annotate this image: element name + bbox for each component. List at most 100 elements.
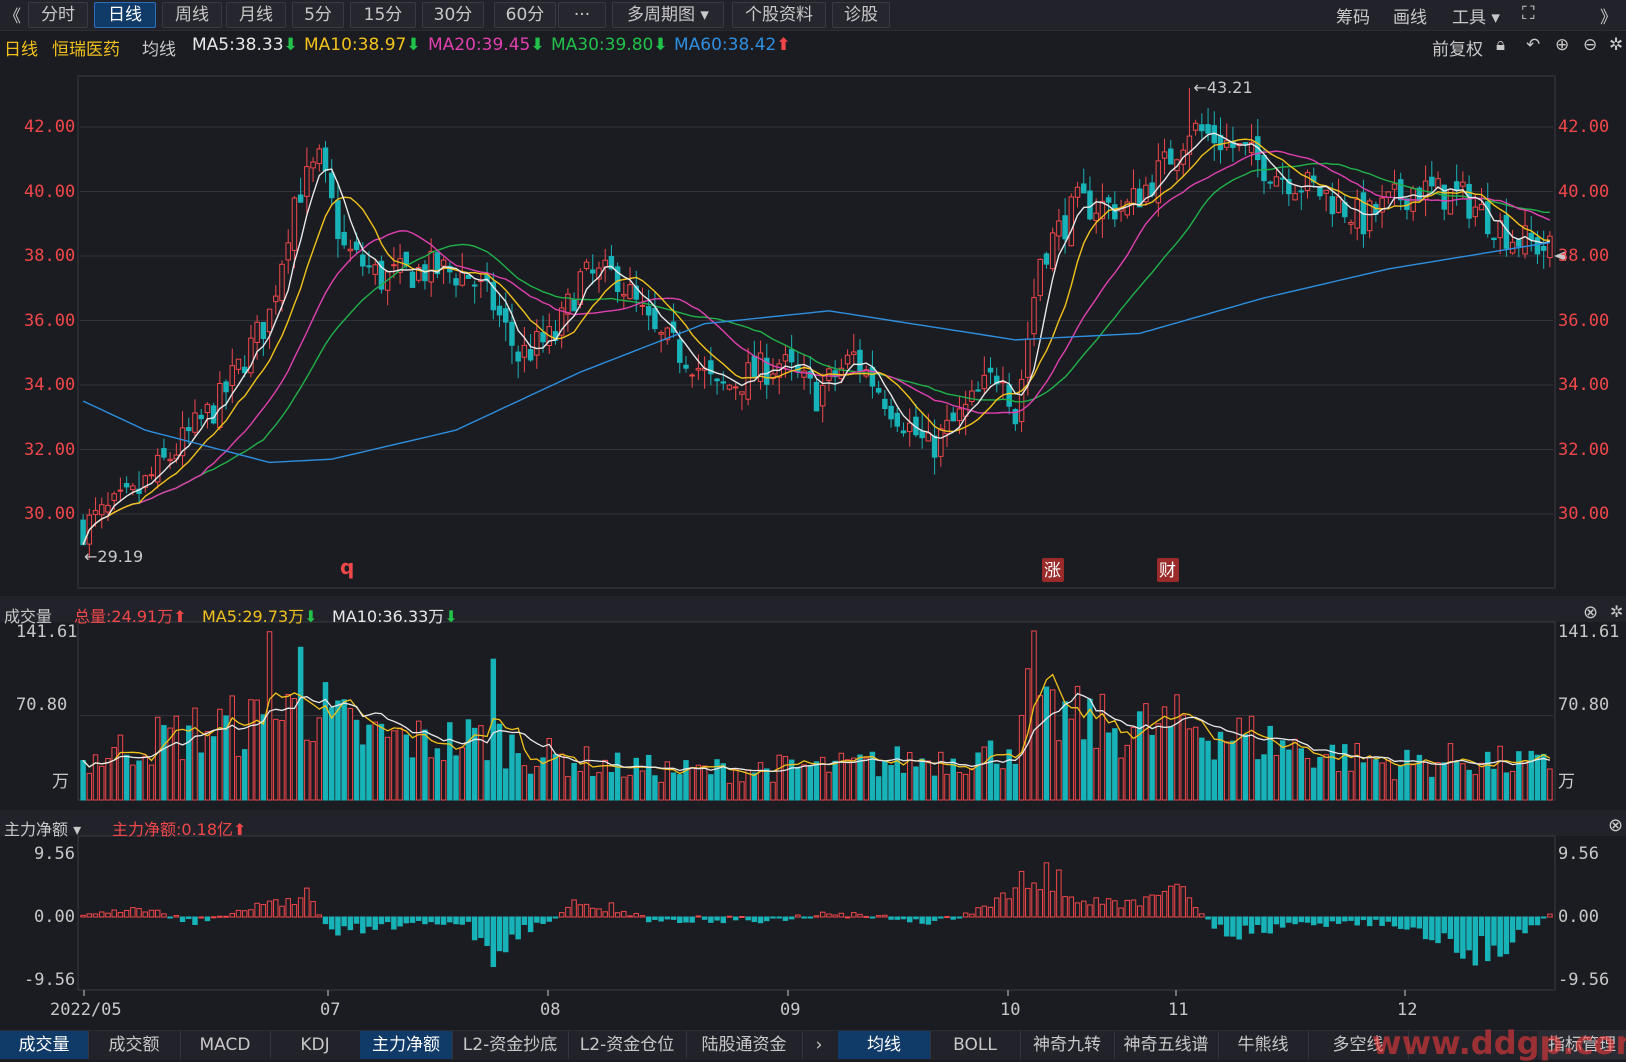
fund-bar [1174,883,1180,918]
tab-period-10[interactable]: 个股资料 [732,2,826,28]
ma-label[interactable]: 均线 [142,40,176,60]
volume-bar [123,754,130,801]
adjust-button[interactable]: 前复权 [1432,40,1483,60]
fund-bar [1472,916,1479,966]
indicator-tab-7[interactable]: 陆股通资金 [686,1031,803,1059]
tab-period-1[interactable]: 日线 [94,2,156,28]
volume-bar [409,757,416,801]
fund-bar [241,910,248,918]
volume-bar [304,739,310,801]
zoom-in-icon[interactable]: ⊕ [1555,35,1570,55]
candle-body [167,458,173,462]
close-fund-pane-icon[interactable]: ⊗ [1608,815,1624,836]
indicator-tab-3[interactable]: KDJ [270,1031,361,1059]
fund-value: 主力净额:0.18亿⬆ [112,820,247,839]
draw-button[interactable]: 画线 [1393,8,1427,28]
scroll-right-icon[interactable]: › [815,1035,823,1055]
indicator-tab-5[interactable]: L2-资金抄底 [452,1031,569,1059]
overlay-tab-2[interactable]: 神奇九转 [1020,1031,1115,1059]
fund-bar [235,909,242,918]
volume-bar [757,762,764,801]
volume-bar [1118,757,1124,801]
tab-period-5[interactable]: 15分 [350,2,416,28]
tab-period-11[interactable]: 诊股 [832,2,890,28]
undo-icon[interactable]: ↶ [1526,35,1541,55]
volume-tick-r: 70.80 [1558,695,1610,715]
fund-bar [1528,916,1534,926]
volume-bar [1404,749,1410,801]
volume-bar [1012,763,1019,801]
tab-period-3[interactable]: 月线 [226,2,286,28]
tab-more[interactable]: ··· [558,2,606,28]
overlay-tab-4[interactable]: 牛熊线 [1218,1031,1309,1059]
fund-bar [360,916,366,934]
fund-bar [708,916,714,923]
volume-settings-icon[interactable]: ✲ [1610,602,1624,621]
candle-body [689,374,695,377]
date-tick: 08 [540,1000,561,1020]
indicator-tab-1[interactable]: 成交额 [88,1031,181,1059]
candle-body [639,304,646,307]
tab-period-4[interactable]: 5分 [292,2,344,28]
tab-period-7[interactable]: 60分 [494,2,556,28]
volume-bar [136,760,142,801]
indicator-tab-0[interactable]: 成交量 [0,1031,89,1059]
candle-body [614,266,621,292]
candle-body [739,391,745,395]
indicator-tab-6[interactable]: L2-资金仓位 [568,1031,687,1059]
tab-period-0[interactable]: 分时 [28,2,88,28]
fund-tick-l: 9.56 [34,844,75,864]
fund-bar [645,916,652,923]
tab-period-2[interactable]: 周线 [162,2,222,28]
volume-bar [1317,756,1323,801]
close-pane-icon[interactable]: ⊗ [1583,602,1599,623]
volume-bar [229,695,236,801]
fund-bar [813,915,820,918]
price-tick-r: 30.00 [1558,504,1610,524]
candle-body [1037,258,1043,297]
candle-body [732,386,739,389]
volume-bar [826,771,832,801]
candle-body [658,332,664,335]
volume-bar [1242,734,1249,801]
overlay-tab-1[interactable]: BOLL [930,1031,1021,1059]
fund-bar [341,916,347,927]
fullscreen-icon[interactable]: ⛶ [1522,3,1535,24]
volume-pane-title[interactable]: 成交量 [4,607,53,626]
candle-body [1248,141,1255,154]
candle-body [241,366,248,374]
fund-bar [950,916,956,920]
volume-bar [366,724,372,801]
overlay-tab-3[interactable]: 神奇五线谱 [1114,1031,1219,1059]
indicator-tab-4[interactable]: 主力净额 [360,1031,453,1059]
settings-icon[interactable]: ✲ [1609,35,1624,55]
overlay-tab-5[interactable]: 多空线 [1308,1031,1409,1059]
fund-bar [938,916,944,919]
tab-period-6[interactable]: 30分 [422,2,484,28]
volume-bar [795,766,801,801]
stock-name[interactable]: 恒瑞医药 [52,40,120,60]
candle-body [838,367,845,380]
volume-bar [161,725,167,801]
forward-icon[interactable]: 》 [1600,8,1617,28]
lock-icon[interactable]: 🔒︎ [1496,35,1506,55]
fund-bar [994,897,1000,918]
volume-bar [254,699,260,801]
fund-bar [1410,916,1416,928]
back-icon[interactable]: 《 [4,7,21,27]
indicator-tab-2[interactable]: MACD [180,1031,271,1059]
fund-pane-title[interactable]: 主力净额 ▾ [4,820,82,839]
tab-multi-period[interactable]: 多周期图 ▾ [612,2,724,28]
zoom-out-icon[interactable]: ⊖ [1583,35,1598,55]
fund-bar [260,904,267,918]
ma-info-bar: 日线 恒瑞医药 均线 MA5:38.33⬇ MA10:38.97⬇ MA20:3… [0,31,1626,60]
volume-bar [397,727,403,801]
fund-bar [142,911,148,918]
kline-chart[interactable]: ←43.21 ←29.19 q 涨 财 [0,30,1626,1030]
tools-button[interactable]: 工具 ▾ [1452,8,1500,28]
indicator-manage-button[interactable]: 指标管理 [1538,1031,1626,1059]
volume-bar [888,765,894,801]
volume-bar [1093,747,1099,801]
overlay-tab-0[interactable]: 均线 [838,1031,931,1059]
chips-button[interactable]: 筹码 [1336,8,1370,28]
